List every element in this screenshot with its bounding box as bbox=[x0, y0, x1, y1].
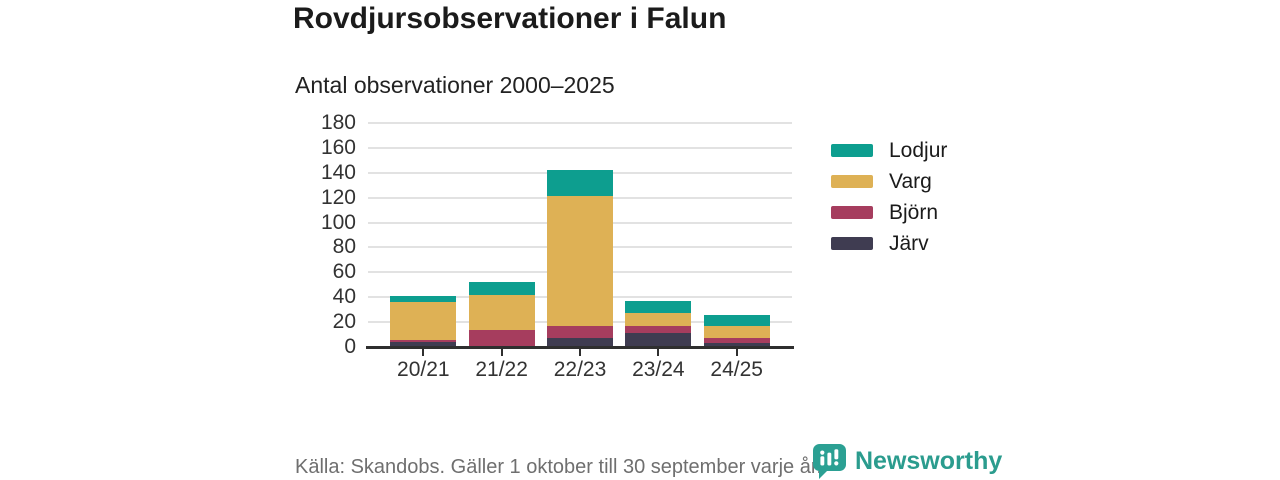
legend-item-varg: Varg bbox=[831, 170, 947, 193]
bar-stack-22-23 bbox=[547, 170, 613, 347]
bar-segment-varg bbox=[625, 313, 692, 326]
x-axis-line bbox=[366, 346, 794, 349]
x-tick-label: 24/25 bbox=[710, 358, 763, 381]
bar-segment-björn bbox=[390, 339, 457, 343]
bar-segment-järv bbox=[703, 343, 770, 347]
bar-segment-lodjur bbox=[625, 300, 692, 314]
bar-stack-20-21 bbox=[390, 295, 457, 347]
gridline bbox=[368, 146, 792, 149]
x-tick-label: 23/24 bbox=[632, 358, 685, 381]
bar-segment-järv bbox=[625, 333, 692, 347]
bar-stack-24-25 bbox=[703, 314, 770, 347]
legend-label: Järv bbox=[889, 232, 929, 255]
bar-segment-järv bbox=[390, 342, 457, 347]
y-tick-label: 80 bbox=[332, 235, 356, 259]
y-tick-label: 140 bbox=[320, 160, 356, 184]
bar-segment-varg bbox=[468, 294, 535, 330]
bar-segment-lodjur bbox=[468, 282, 535, 295]
bar-segment-björn bbox=[547, 325, 613, 339]
bar-segment-björn bbox=[703, 338, 770, 344]
x-tick bbox=[657, 349, 660, 356]
bar-segment-varg bbox=[547, 196, 613, 326]
y-tick-label: 100 bbox=[320, 210, 356, 234]
gridline bbox=[368, 122, 792, 124]
y-tick-label: 180 bbox=[320, 111, 356, 134]
bar-segment-varg bbox=[390, 302, 457, 340]
legend: Lodjur Varg Björn Järv bbox=[831, 139, 948, 268]
y-tick-label: 60 bbox=[332, 260, 356, 284]
newsworthy-logo-text: Newsworthy bbox=[855, 447, 1003, 475]
newsworthy-brand: Newsworthy bbox=[813, 444, 1002, 479]
legend-swatch bbox=[831, 237, 873, 250]
source-note: Källa: Skandobs. Gäller 1 oktober till 3… bbox=[295, 456, 822, 478]
x-tick bbox=[735, 349, 738, 356]
bar-segment-lodjur bbox=[547, 170, 613, 197]
legend-item-järv: Järv bbox=[831, 232, 947, 255]
bar-segment-lodjur bbox=[703, 314, 770, 326]
y-tick-label: 40 bbox=[332, 285, 356, 309]
legend-item-lodjur: Lodjur bbox=[831, 139, 948, 162]
x-tick-label: 22/23 bbox=[553, 358, 607, 381]
bar-segment-björn bbox=[468, 329, 535, 346]
legend-item-björn: Björn bbox=[831, 201, 947, 224]
legend-swatch bbox=[831, 144, 873, 157]
bar-segment-varg bbox=[703, 325, 770, 339]
bar-segment-lodjur bbox=[390, 295, 457, 303]
legend-label: Varg bbox=[889, 170, 932, 193]
legend-label: Lodjur bbox=[889, 139, 948, 162]
x-tick bbox=[579, 349, 581, 356]
legend-label: Björn bbox=[889, 201, 939, 224]
bar-segment-järv bbox=[547, 338, 613, 347]
chart-title: Rovdjursobservationer i Falun bbox=[293, 2, 727, 35]
y-tick-label: 120 bbox=[320, 185, 356, 209]
x-tick bbox=[500, 349, 503, 356]
y-tick-label: 20 bbox=[332, 310, 356, 334]
bar-stack-23-24 bbox=[625, 300, 692, 347]
bar-segment-björn bbox=[625, 325, 692, 334]
x-tick-label: 21/22 bbox=[475, 358, 528, 381]
chart-subtitle: Antal observationer 2000–2025 bbox=[295, 72, 615, 98]
x-tick-label: 20/21 bbox=[397, 358, 450, 381]
y-tick-label: 160 bbox=[320, 135, 356, 159]
bar-stack-21-22 bbox=[468, 282, 535, 347]
newsworthy-logo-icon bbox=[813, 444, 846, 479]
x-tick bbox=[422, 349, 425, 356]
y-tick-label: 0 bbox=[344, 335, 356, 358]
legend-swatch bbox=[831, 175, 873, 188]
legend-swatch bbox=[831, 206, 873, 219]
